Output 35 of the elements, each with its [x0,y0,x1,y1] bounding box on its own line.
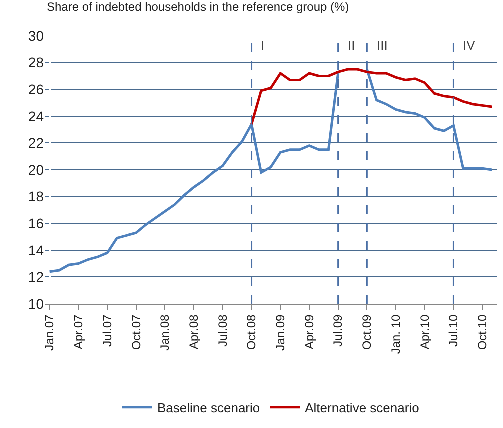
x-tick-label: Apr.08 [186,314,201,350]
x-tick-label: Apr.07 [72,314,86,350]
x-tick-label: Jul.10 [446,314,461,347]
y-tick-label: 18 [28,188,44,205]
y-tick-label: 22 [28,135,44,152]
y-tick-label: 16 [28,216,44,232]
legend-label: Alternative scenario [305,400,420,416]
y-tick-label: 14 [28,242,44,258]
y-tick-label: 26 [28,82,44,98]
x-tick-label: Jul.07 [100,314,114,347]
y-tick-label: 24 [28,108,44,124]
x-tick-label: Jan.08 [158,314,172,351]
x-tick-label: Oct.07 [129,314,144,350]
y-tick-label: 10 [28,296,44,312]
x-tick-label: Jan.09 [274,314,288,351]
y-tick-label: 30 [28,28,44,44]
x-tick-label: Oct.09 [360,314,374,350]
x-tick-label: Jan. 10 [388,314,403,354]
y-tick-label: 20 [28,162,44,178]
x-tick-label: Apr.10 [418,314,432,350]
x-tick-label: Jul.08 [216,314,230,347]
ref-line-label: II [348,38,356,53]
y-tick-label: 28 [28,54,44,71]
x-tick-label: Jan.07 [42,314,57,351]
x-tick-label: Jul.09 [331,314,346,347]
y-axis-title: Share of indebted households in the reference group (%) [47,0,350,14]
ref-line-label: III [377,38,388,53]
x-tick-label: Oct.10 [475,314,490,350]
legend-label: Baseline scenario [158,400,260,416]
x-tick-label: Apr.09 [302,314,316,350]
line-series [250,68,494,126]
y-tick-label: 12 [28,269,44,286]
ref-line-label: IV [463,38,476,53]
x-tick-label: Oct.08 [244,314,259,350]
ref-line-label: I [261,38,265,53]
